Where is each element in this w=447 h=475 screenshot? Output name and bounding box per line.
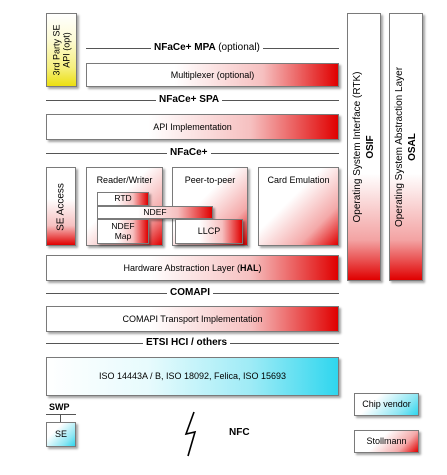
llcp-box: LLCP (175, 219, 243, 244)
swp-connector (60, 414, 61, 422)
card-emulation-box: Card Emulation (258, 167, 339, 246)
third-party-se-api-box: 3rd Party SE API (opt) (46, 13, 77, 87)
ndef-box: NDEF (97, 206, 213, 219)
osif-box: Operating System Interface (RTK) OSIF (347, 13, 381, 281)
api-implementation-label: API Implementation (153, 121, 232, 132)
peer-to-peer-label: Peer-to-peer (184, 175, 236, 185)
rtd-label: RTD (114, 193, 132, 204)
card-emulation-label: Card Emulation (267, 175, 330, 185)
hal-box: Hardware Abstraction Layer (HAL) (46, 255, 339, 281)
se-access-label: SE Access (55, 182, 67, 231)
multiplexer-label: Multiplexer (optional) (170, 69, 255, 80)
se-box: SE (46, 422, 76, 447)
llcp-label: LLCP (197, 226, 221, 237)
swp-line (46, 414, 76, 415)
iso-standards-box: ISO 14443A / B, ISO 18092, Felica, ISO 1… (46, 357, 339, 396)
divider-comapi-label: COMAPI (167, 287, 213, 299)
api-implementation-box: API Implementation (46, 114, 339, 140)
comapi-transport-label: COMAPI Transport Implementation (122, 313, 263, 324)
divider-mpa-label: NFaCe+ MPA (optional) (151, 42, 263, 54)
osal-box: Operating System Abstraction Layer OSAL (389, 13, 423, 281)
se-label: SE (54, 429, 67, 440)
multiplexer-box: Multiplexer (optional) (86, 63, 339, 87)
legend-stollmann-label: Stollmann (366, 436, 407, 447)
osif-label: Operating System Interface (RTK) OSIF (352, 71, 376, 223)
swp-label: SWP (49, 402, 70, 412)
third-party-se-api-label: 3rd Party SE API (opt) (51, 24, 72, 76)
osal-label: Operating System Abstraction Layer OSAL (394, 66, 418, 228)
divider-spa-label: NFaCe+ SPA (156, 94, 223, 106)
se-access-box: SE Access (46, 167, 76, 246)
hal-label: Hardware Abstraction Layer (HAL) (123, 262, 262, 273)
divider-nface-label: NFaCe+ (167, 147, 211, 159)
legend-chip-vendor-label: Chip vendor (362, 399, 411, 410)
ndef-label: NDEF (143, 206, 167, 217)
legend-stollmann: Stollmann (354, 430, 419, 453)
divider-etsi-label: ETSI HCI / others (143, 337, 231, 349)
legend-chip-vendor: Chip vendor (354, 393, 419, 416)
ndef-map-line2: Map (114, 230, 132, 241)
reader-writer-label: Reader/Writer (96, 175, 153, 185)
nfc-label: NFC (229, 427, 250, 438)
rtd-box: RTD (97, 192, 149, 206)
ndef-map-line1: NDEF (111, 220, 135, 231)
ndef-map-box: NDEF Map (97, 219, 149, 244)
iso-standards-label: ISO 14443A / B, ISO 18092, Felica, ISO 1… (98, 371, 287, 382)
comapi-transport-box: COMAPI Transport Implementation (46, 306, 339, 332)
lightning-bolt-icon (184, 411, 197, 457)
